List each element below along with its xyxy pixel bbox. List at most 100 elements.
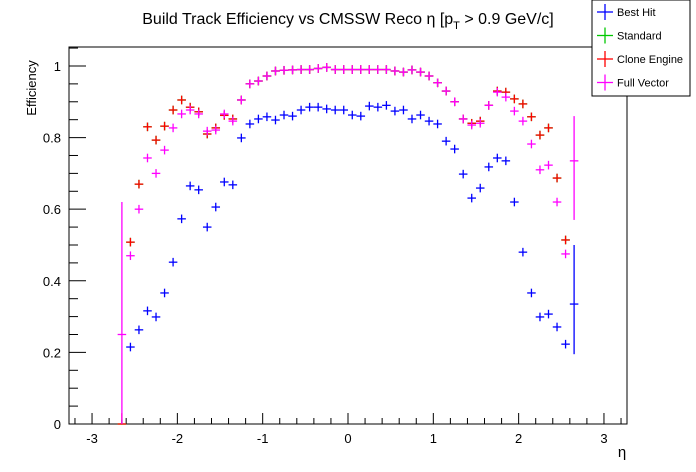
- data-point: [279, 110, 289, 120]
- data-point: [569, 116, 579, 220]
- data-point: [467, 193, 476, 203]
- data-point: [168, 257, 178, 267]
- x-axis-label: η: [618, 444, 626, 461]
- data-point: [382, 101, 391, 110]
- data-point: [202, 222, 212, 232]
- data-point: [134, 325, 144, 335]
- data-point: [433, 78, 442, 88]
- data-point: [126, 342, 135, 352]
- data-point: [569, 244, 579, 355]
- data-point: [134, 179, 144, 189]
- data-point: [552, 197, 562, 207]
- data-point: [441, 86, 451, 96]
- data-point: [228, 180, 238, 190]
- y-tick-label: 0.8: [43, 131, 61, 146]
- data-point: [151, 135, 161, 145]
- data-point: [535, 130, 545, 140]
- data-point: [211, 125, 221, 135]
- data-point: [441, 136, 451, 146]
- data-point: [527, 112, 536, 122]
- data-point: [416, 67, 425, 77]
- data-point: [399, 67, 408, 77]
- data-point: [271, 115, 280, 125]
- data-point: [185, 181, 195, 191]
- y-tick-label: 1: [54, 59, 61, 74]
- data-point: [561, 235, 570, 245]
- data-point: [450, 97, 459, 107]
- data-point: [177, 214, 186, 224]
- data-point: [143, 306, 152, 316]
- data-point: [220, 177, 229, 187]
- data-point: [518, 116, 528, 126]
- data-point: [339, 65, 348, 74]
- data-point: [288, 111, 297, 121]
- data-point: [518, 99, 528, 109]
- data-point: [143, 122, 152, 132]
- data-point: [194, 109, 203, 119]
- data-point: [458, 169, 468, 179]
- data-point: [237, 133, 246, 143]
- data-point: [552, 322, 562, 332]
- data-point: [177, 95, 186, 105]
- data-point: [399, 105, 408, 115]
- data-point: [168, 123, 178, 133]
- data-point: [527, 288, 536, 298]
- data-point: [561, 339, 570, 349]
- data-point: [262, 71, 272, 81]
- data-point: [348, 110, 357, 120]
- data-point: [160, 121, 169, 131]
- data-point: [424, 71, 434, 81]
- data-point: [356, 65, 366, 74]
- data-point: [228, 116, 238, 126]
- data-point: [433, 119, 442, 129]
- data-point: [544, 309, 553, 319]
- data-point: [134, 204, 144, 214]
- y-tick-label: 0.2: [43, 345, 61, 360]
- x-tick-label: 3: [600, 431, 607, 446]
- data-point: [501, 156, 511, 166]
- chart-title: Build Track Efficiency vs CMSSW Reco η […: [142, 11, 553, 32]
- legend-box: [591, 0, 691, 97]
- data-point: [279, 65, 289, 75]
- legend-label: Standard: [617, 31, 662, 43]
- x-tick-label: -1: [257, 431, 269, 446]
- data-point: [484, 101, 494, 110]
- x-tick-label: -2: [172, 431, 184, 446]
- data-point: [288, 65, 297, 75]
- data-point: [493, 153, 502, 163]
- data-point: [151, 169, 161, 178]
- data-point: [126, 251, 135, 261]
- y-tick-label: 0.4: [43, 274, 61, 289]
- plot-frame: [68, 46, 628, 425]
- data-point: [237, 95, 246, 105]
- data-point: [254, 114, 263, 124]
- data-point: [467, 120, 476, 130]
- x-tick-label: 1: [430, 431, 437, 446]
- data-point: [544, 160, 553, 170]
- data-point: [390, 66, 400, 76]
- legend-item: Best Hit: [597, 4, 656, 20]
- data-point: [458, 114, 468, 124]
- data-point: [126, 237, 135, 247]
- data-point: [322, 63, 331, 72]
- data-point: [143, 153, 152, 163]
- data-point: [510, 197, 519, 207]
- data-point: [220, 109, 229, 119]
- data-point: [185, 105, 195, 115]
- data-point: [348, 65, 357, 74]
- x-tick-label: 2: [515, 431, 522, 446]
- data-point: [450, 144, 459, 154]
- data-point: [493, 87, 502, 97]
- legend-item: Clone Engine: [597, 51, 683, 67]
- data-point: [518, 247, 528, 257]
- data-point: [330, 105, 340, 115]
- data-point: [510, 106, 519, 116]
- data-point: [484, 162, 494, 172]
- data-point: [510, 94, 519, 104]
- data-point: [211, 202, 221, 212]
- data-point: [322, 104, 331, 114]
- data-point: [254, 76, 263, 86]
- data-point: [296, 105, 306, 115]
- data-point: [313, 64, 323, 73]
